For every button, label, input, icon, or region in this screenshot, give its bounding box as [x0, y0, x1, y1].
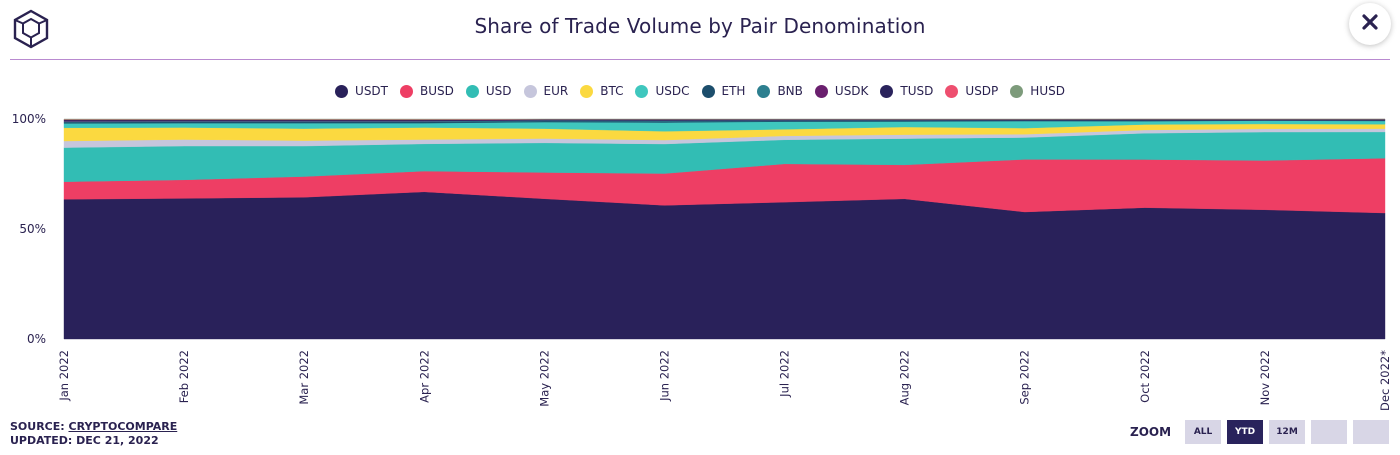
legend-label: TUSD: [900, 84, 934, 98]
legend-label: USDK: [834, 84, 869, 98]
chart-title: Share of Trade Volume by Pair Denominati…: [474, 14, 926, 38]
x-tick-label: Mar 2022: [297, 350, 311, 405]
x-tick-label: Jul 2022: [778, 350, 792, 398]
zoom-all-button[interactable]: ALL: [1185, 420, 1222, 444]
chart-legend: USDT BUSD USD EUR BTC USDC ETH BNB USDK TUSD USDP H…: [0, 82, 1400, 100]
legend-label: BNB: [777, 84, 803, 98]
updated-date: UPDATED: DEC 21, 2022: [10, 434, 159, 447]
legend-label: HUSD: [1030, 84, 1065, 98]
zoom-ytd-button[interactable]: YTD: [1227, 420, 1264, 444]
legend-item-usdk[interactable]: USDK: [814, 84, 869, 98]
legend-item-usdt[interactable]: USDT: [335, 84, 388, 98]
x-tick-label: Oct 2022: [1138, 350, 1152, 403]
legend-label: USDT: [355, 84, 389, 98]
x-tick-label: Apr 2022: [417, 350, 431, 403]
legend-item-eth[interactable]: ETH: [701, 84, 746, 98]
zoom-option-button-4[interactable]: [1311, 420, 1348, 444]
legend-item-husd[interactable]: HUSD: [1010, 84, 1065, 98]
legend-swatch: [580, 84, 594, 98]
legend-item-usd[interactable]: USD: [465, 84, 512, 98]
x-tick-label: May 2022: [537, 350, 551, 407]
source-info: SOURCE: CRYPTOCOMPARE UPDATED: DEC 21, 2…: [10, 420, 177, 448]
y-tick-label: 0%: [27, 332, 46, 346]
legend-swatch: [945, 84, 959, 98]
zoom-option-button-5[interactable]: [1353, 420, 1390, 444]
legend-item-eur[interactable]: EUR: [523, 84, 569, 98]
legend-swatch: [880, 84, 894, 98]
legend-swatch: [400, 84, 414, 98]
legend-swatch: [635, 84, 649, 98]
legend-swatch: [523, 84, 537, 98]
legend-item-usdp[interactable]: USDP: [945, 84, 998, 98]
x-tick-label: Aug 2022: [898, 350, 912, 405]
legend-label: USD: [485, 84, 512, 98]
x-tick-label: Sep 2022: [1018, 350, 1032, 405]
legend-item-tusd[interactable]: TUSD: [880, 84, 933, 98]
area-series-usdt[interactable]: [63, 191, 1386, 340]
legend-swatch: [701, 84, 715, 98]
legend-swatch: [335, 84, 349, 98]
x-tick-label: Nov 2022: [1258, 350, 1272, 405]
close-button[interactable]: [1349, 3, 1391, 45]
legend-swatch: [757, 84, 771, 98]
x-tick-label: Jan 2022: [57, 350, 71, 402]
legend-item-bnb[interactable]: BNB: [757, 84, 803, 98]
legend-label: EUR: [543, 84, 569, 98]
zoom-controls: ZOOM ALL YTD 12M: [1130, 420, 1390, 444]
legend-item-busd[interactable]: BUSD: [400, 84, 454, 98]
legend-label: BUSD: [420, 84, 454, 98]
y-tick-label: 50%: [19, 222, 46, 236]
cube-logo-icon: [11, 9, 51, 49]
legend-item-btc[interactable]: BTC: [580, 84, 623, 98]
legend-swatch: [1010, 84, 1024, 98]
legend-swatch: [465, 84, 479, 98]
legend-swatch: [814, 84, 828, 98]
legend-item-usdc[interactable]: USDC: [635, 84, 690, 98]
legend-label: USDC: [655, 84, 690, 98]
x-tick-label: Jun 2022: [657, 350, 671, 402]
header-divider: [10, 59, 1390, 60]
y-tick-label: 100%: [12, 112, 46, 126]
stacked-area-chart: 0% 50% 100% Jan 2022 Feb 2022 Mar 2022 Apr 202…: [12, 112, 1392, 411]
zoom-12m-button[interactable]: 12M: [1269, 420, 1306, 444]
zoom-label: ZOOM: [1130, 425, 1172, 439]
legend-label: USDP: [965, 84, 999, 98]
legend-label: ETH: [721, 84, 746, 98]
close-icon: [1362, 14, 1378, 34]
source-prefix: SOURCE:: [10, 420, 69, 433]
x-tick-label: Feb 2022: [177, 350, 191, 403]
source-link[interactable]: CRYPTOCOMPARE: [68, 420, 178, 433]
legend-label: BTC: [600, 84, 624, 98]
x-tick-label: Dec 2022*: [1378, 350, 1392, 411]
